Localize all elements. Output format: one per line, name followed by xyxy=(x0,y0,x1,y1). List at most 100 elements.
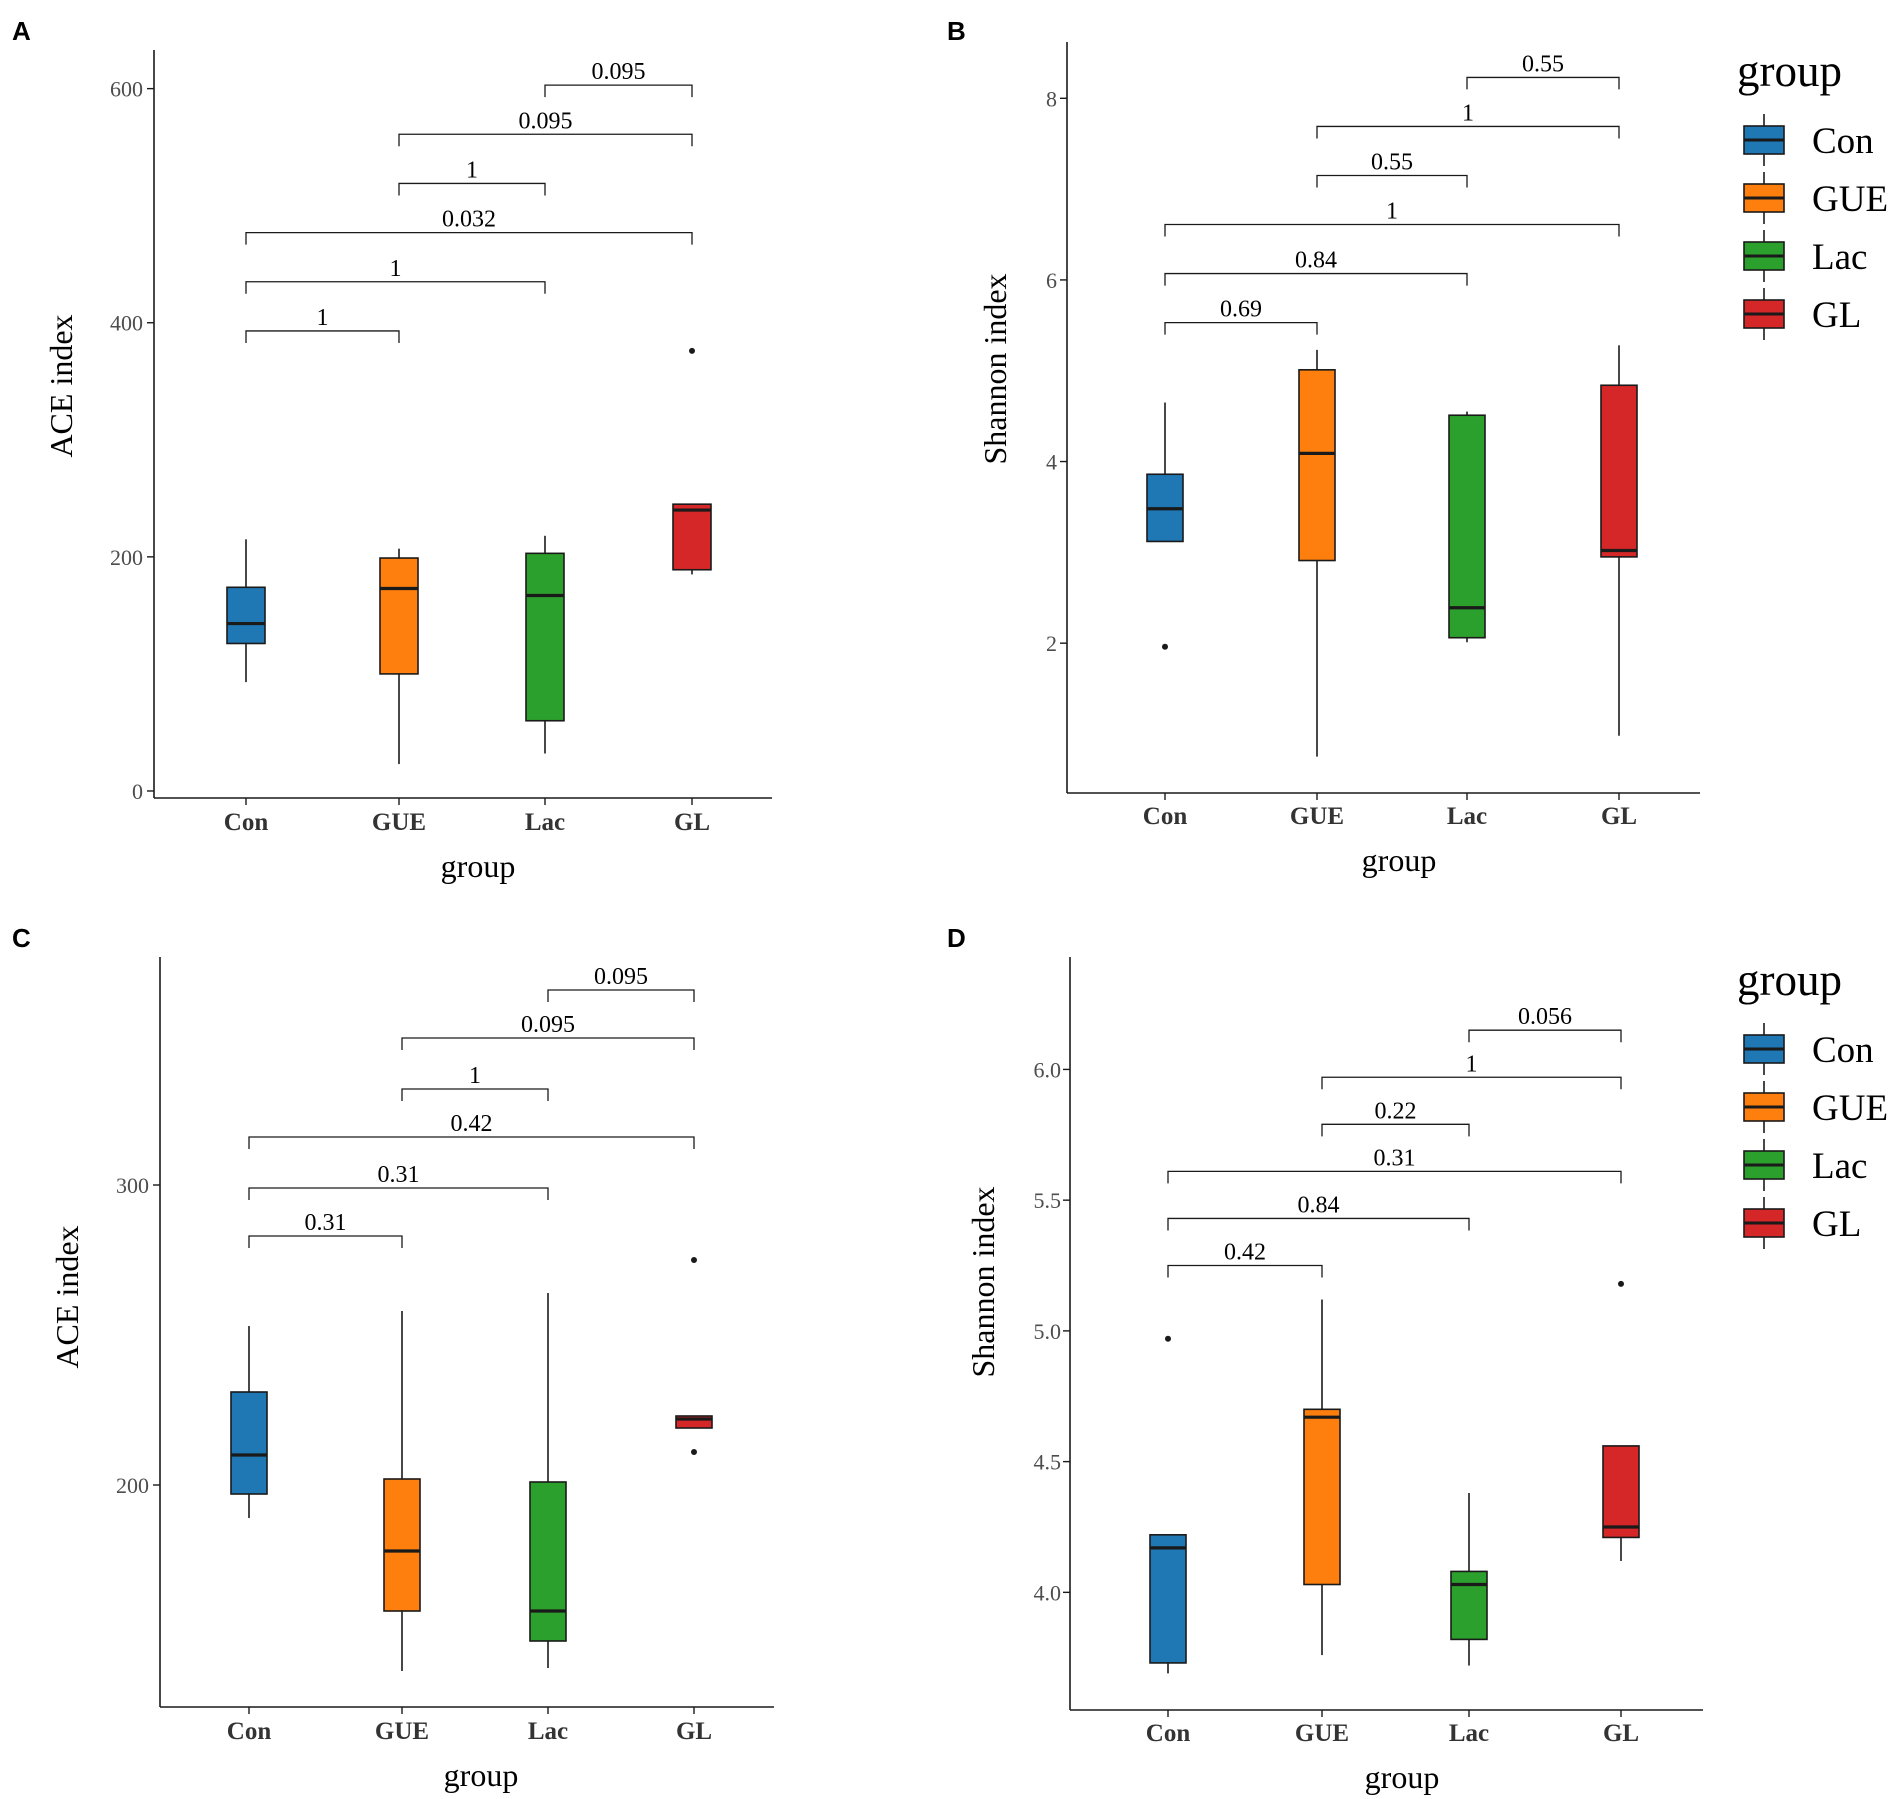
x-tick-label: Lac xyxy=(1447,803,1487,830)
y-tick-label: 200 xyxy=(110,545,143,570)
legend-label: GUE xyxy=(1812,179,1888,220)
y-axis-title: ACE index xyxy=(49,1225,85,1368)
legend-label: Lac xyxy=(1812,237,1867,278)
plot-area: 4.0 4.5 5.0 5.5 6.0 Con GUE Lac GL 0.42 0.84 0.31 0.… xyxy=(1034,957,1703,1747)
significance-bracket xyxy=(248,1235,403,1248)
x-tick-label: Con xyxy=(1146,1720,1191,1747)
panel-c: C ACE index group 200 300 Con GUE Lac GL 0.31 0… xyxy=(12,923,774,1793)
panel-letter: C xyxy=(12,923,31,953)
significance-bracket xyxy=(1316,125,1620,139)
x-axis-title: group xyxy=(444,1757,519,1793)
p-value-label: 0.31 xyxy=(378,1162,420,1188)
outlier-point xyxy=(1618,1280,1624,1287)
y-tick-label: 4.5 xyxy=(1034,1450,1062,1475)
legend-title: group xyxy=(1737,46,1842,96)
y-tick-label: 0 xyxy=(132,779,143,804)
x-tick-label: GL xyxy=(1603,1720,1639,1747)
box-gue xyxy=(1298,369,1336,562)
significance-bracket xyxy=(1164,272,1468,286)
y-tick-label: 4.0 xyxy=(1034,1580,1062,1605)
legend-label: Con xyxy=(1812,1030,1874,1071)
x-axis-title: group xyxy=(1365,1759,1440,1795)
box-con xyxy=(1149,1534,1187,1664)
x-tick-label: GL xyxy=(676,1718,712,1745)
significance-bracket xyxy=(1164,321,1318,335)
x-tick-label: GUE xyxy=(1295,1720,1349,1747)
significance-bracket xyxy=(1321,1076,1622,1090)
box-gue xyxy=(1303,1408,1341,1586)
y-axis-title: ACE index xyxy=(43,314,79,457)
box-gl xyxy=(1600,384,1638,558)
legend-items: Con GUE Lac GL xyxy=(1743,1023,1888,1249)
p-value-label: 0.095 xyxy=(594,964,648,990)
box-lac xyxy=(525,552,565,722)
significance-bracket xyxy=(245,330,400,343)
outlier-point xyxy=(691,1257,697,1263)
panel-letter: B xyxy=(947,16,966,46)
significance-bracket xyxy=(401,1088,549,1101)
p-value-label: 1 xyxy=(1386,199,1398,225)
legend-top: group Con GUE Lac GL xyxy=(1737,46,1888,340)
x-tick-label: GUE xyxy=(375,1718,429,1745)
x-tick-label: GUE xyxy=(1290,803,1344,830)
y-tick-label: 4 xyxy=(1046,450,1057,475)
p-value-label: 0.032 xyxy=(442,207,496,233)
legend-bottom: group Con GUE Lac GL xyxy=(1737,955,1888,1249)
x-axis-title: group xyxy=(1362,842,1437,878)
significance-bracket xyxy=(544,84,693,98)
significance-bracket xyxy=(1316,174,1468,188)
outlier-point xyxy=(1165,1335,1171,1342)
p-value-label: 0.31 xyxy=(305,1210,347,1236)
significance-bracket xyxy=(398,133,693,147)
p-value-label: 1 xyxy=(390,256,402,282)
box-gl xyxy=(672,503,712,571)
p-value-label: 0.31 xyxy=(1374,1145,1416,1171)
box-gl xyxy=(1602,1445,1640,1539)
x-tick-label: Lac xyxy=(528,1718,568,1745)
significance-bracket xyxy=(248,1136,695,1149)
p-value-label: 1 xyxy=(469,1063,481,1089)
legend-title: group xyxy=(1737,955,1842,1005)
outlier-point xyxy=(1162,643,1168,650)
p-value-label: 0.095 xyxy=(592,59,646,85)
y-tick-label: 300 xyxy=(116,1173,149,1198)
x-tick-label: Con xyxy=(224,809,269,836)
x-tick-label: Con xyxy=(1143,803,1188,830)
y-tick-label: 5.5 xyxy=(1034,1188,1062,1213)
plot-area: 2 4 6 8 Con GUE Lac GL 0.69 0.84 1 0.55 1 0.55 xyxy=(1046,42,1700,830)
panel-letter: A xyxy=(12,16,31,46)
x-tick-label: GL xyxy=(1601,803,1637,830)
plot-area: 0 200 400 600 Con GUE Lac GL 1 1 0.032 1 0.095 0.095 xyxy=(110,50,772,836)
box-con xyxy=(230,1391,268,1495)
x-tick-label: GUE xyxy=(372,809,426,836)
y-axis-title: Shannon index xyxy=(965,1186,1001,1377)
x-tick-label: Con xyxy=(227,1718,272,1745)
outlier-point xyxy=(691,1449,697,1455)
p-value-label: 0.69 xyxy=(1220,297,1262,323)
x-tick-label: Lac xyxy=(525,809,565,836)
box-lac xyxy=(1448,414,1486,639)
y-axis-title: Shannon index xyxy=(977,273,1013,464)
p-value-label: 0.84 xyxy=(1298,1192,1340,1218)
legend-label: GUE xyxy=(1812,1088,1888,1129)
p-value-label: 0.55 xyxy=(1371,149,1413,175)
significance-bracket xyxy=(248,1187,549,1200)
p-value-label: 0.42 xyxy=(451,1111,493,1137)
panel-d: D Shannon index group 4.0 4.5 5.0 5.5 6.0 Con… xyxy=(947,923,1703,1795)
legend-items: Con GUE Lac GL xyxy=(1743,114,1888,340)
box-con xyxy=(226,586,266,645)
legend-label: GL xyxy=(1812,295,1861,336)
significance-bracket xyxy=(1321,1123,1470,1137)
y-tick-label: 200 xyxy=(116,1473,149,1498)
panel-a: A ACE index group 0 200 400 600 Con GUE Lac GL 1… xyxy=(12,16,772,884)
y-tick-label: 8 xyxy=(1046,86,1057,111)
box-lac xyxy=(529,1481,567,1642)
p-value-label: 0.095 xyxy=(519,108,573,134)
significance-bracket xyxy=(1167,1217,1470,1231)
box-lac xyxy=(1450,1570,1488,1641)
significance-bracket xyxy=(1167,1170,1622,1184)
x-tick-label: GL xyxy=(674,809,710,836)
significance-bracket xyxy=(398,182,546,196)
